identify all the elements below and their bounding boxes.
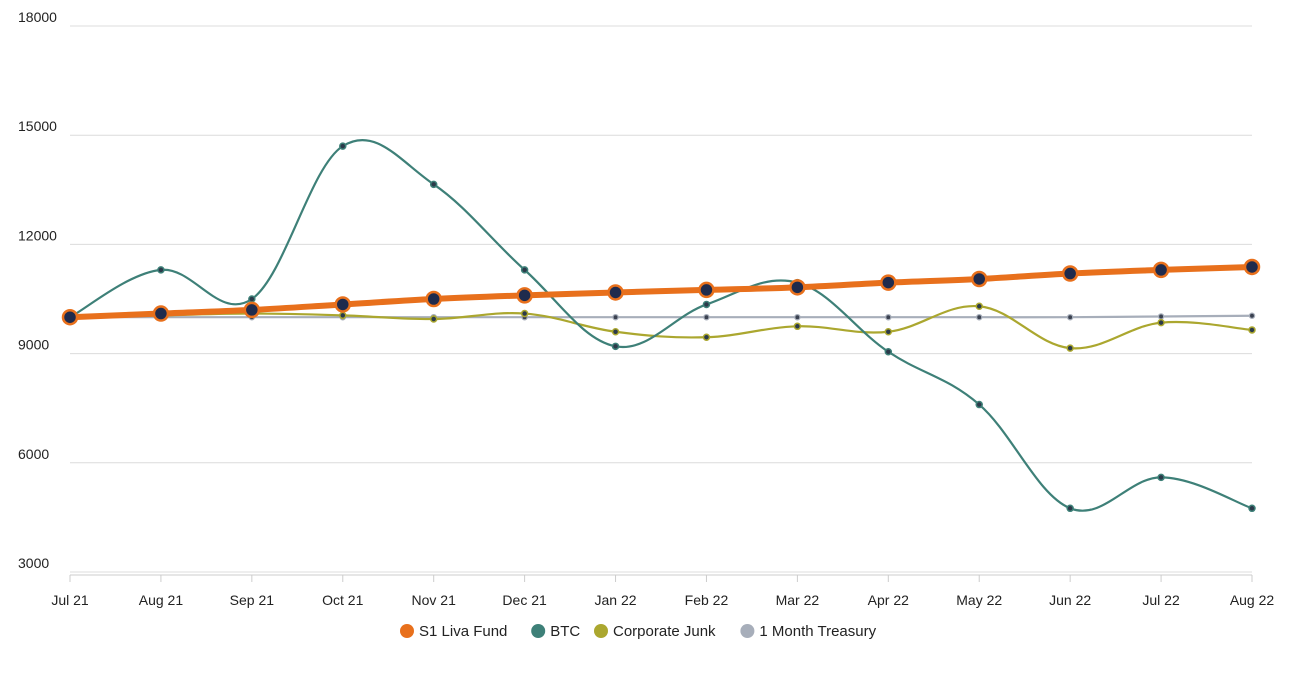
data-point-btc[interactable] bbox=[157, 266, 165, 274]
y-tick-label: 9000 bbox=[18, 337, 49, 353]
series-line-s1-liva-fund bbox=[67, 263, 1255, 321]
data-point-corporate-junk[interactable] bbox=[702, 333, 711, 341]
data-point-1-month-treasury[interactable] bbox=[885, 313, 892, 321]
data-point-s1-liva-fund[interactable] bbox=[970, 270, 988, 288]
data-point-corporate-junk[interactable] bbox=[429, 315, 438, 323]
data-point-1-month-treasury[interactable] bbox=[1248, 312, 1256, 319]
x-tick-label: Oct 21 bbox=[322, 592, 363, 608]
y-tick-label: 15000 bbox=[18, 118, 57, 134]
legend-item-corporate-junk[interactable]: Corporate Junk bbox=[594, 623, 716, 640]
x-tick-label: Jul 21 bbox=[51, 592, 89, 608]
x-tick-label: Jun 22 bbox=[1049, 592, 1091, 608]
data-point-s1-liva-fund[interactable] bbox=[607, 284, 624, 301]
data-point-s1-liva-fund[interactable] bbox=[1243, 258, 1261, 276]
data-point-1-month-treasury[interactable] bbox=[794, 313, 801, 321]
legend: S1 Liva Fund BTC Corporate Junk 1 Month Tre… bbox=[400, 623, 877, 640]
data-point-1-month-treasury[interactable] bbox=[703, 313, 710, 321]
series-line-1-month-treasury bbox=[68, 314, 1254, 319]
axes: 3000 6000 9000 12000 15000 18000 Jul 21 Aug 21 S… bbox=[18, 9, 1274, 608]
legend-label: 1 Month Treasury bbox=[759, 623, 876, 640]
data-point-btc[interactable] bbox=[248, 295, 256, 303]
data-point-corporate-junk[interactable] bbox=[793, 322, 802, 331]
data-point-corporate-junk[interactable] bbox=[339, 311, 347, 320]
legend-item-btc[interactable]: BTC bbox=[531, 623, 580, 640]
data-point-s1-liva-fund[interactable] bbox=[789, 279, 806, 296]
data-point-1-month-treasury[interactable] bbox=[1157, 313, 1165, 320]
series-line-btc bbox=[68, 139, 1254, 512]
x-tick-label: Nov 21 bbox=[412, 592, 457, 608]
data-point-corporate-junk[interactable] bbox=[1248, 326, 1256, 334]
x-tick-label: Dec 21 bbox=[502, 592, 547, 608]
x-tick-label: Mar 22 bbox=[776, 592, 820, 608]
data-point-s1-liva-fund[interactable] bbox=[243, 301, 261, 319]
data-point-corporate-junk[interactable] bbox=[520, 309, 529, 318]
data-point-corporate-junk[interactable] bbox=[1066, 344, 1074, 352]
data-point-btc[interactable] bbox=[975, 400, 983, 409]
series-points bbox=[61, 142, 1261, 513]
data-point-s1-liva-fund[interactable] bbox=[1152, 261, 1170, 279]
data-point-1-month-treasury[interactable] bbox=[1066, 313, 1074, 321]
data-point-corporate-junk[interactable] bbox=[975, 302, 983, 311]
grid bbox=[70, 25, 1252, 573]
data-point-s1-liva-fund[interactable] bbox=[1061, 265, 1079, 282]
legend-swatch bbox=[531, 624, 546, 638]
x-tick-label: Jul 22 bbox=[1142, 592, 1180, 608]
y-tick-label: 12000 bbox=[18, 227, 57, 243]
data-point-btc[interactable] bbox=[1248, 504, 1256, 513]
data-point-btc[interactable] bbox=[339, 142, 347, 150]
data-point-s1-liva-fund[interactable] bbox=[698, 281, 715, 299]
data-point-s1-liva-fund[interactable] bbox=[425, 290, 442, 308]
data-point-corporate-junk[interactable] bbox=[611, 328, 620, 336]
x-tick-label: Jan 22 bbox=[595, 592, 637, 608]
y-tick-label: 6000 bbox=[18, 446, 49, 462]
legend-label: Corporate Junk bbox=[613, 623, 716, 640]
x-tick-label: Aug 21 bbox=[139, 592, 184, 608]
data-point-s1-liva-fund[interactable] bbox=[152, 305, 170, 322]
x-tick-label: Aug 22 bbox=[1230, 592, 1275, 608]
x-tick-label: Apr 22 bbox=[868, 592, 909, 608]
legend-item-s1-liva-fund[interactable]: S1 Liva Fund bbox=[400, 623, 507, 640]
data-point-s1-liva-fund[interactable] bbox=[61, 308, 79, 326]
data-point-btc[interactable] bbox=[520, 266, 529, 274]
data-point-btc[interactable] bbox=[611, 342, 620, 351]
legend-swatch bbox=[594, 624, 608, 638]
legend-item-1-month-treasury[interactable]: 1 Month Treasury bbox=[740, 623, 877, 640]
data-point-s1-liva-fund[interactable] bbox=[516, 287, 533, 304]
x-tick-label: May 22 bbox=[956, 592, 1002, 608]
data-point-btc[interactable] bbox=[1066, 504, 1074, 513]
data-point-corporate-junk[interactable] bbox=[884, 328, 893, 336]
data-point-1-month-treasury[interactable] bbox=[612, 313, 619, 321]
data-point-s1-liva-fund[interactable] bbox=[334, 296, 352, 313]
y-tick-label: 3000 bbox=[18, 555, 49, 571]
data-point-1-month-treasury[interactable] bbox=[975, 313, 983, 321]
x-tick-label: Feb 22 bbox=[685, 592, 729, 608]
y-tick-label: 18000 bbox=[18, 9, 57, 25]
legend-swatch bbox=[740, 624, 755, 638]
x-tick-label: Sep 21 bbox=[230, 592, 275, 608]
legend-label: S1 Liva Fund bbox=[419, 623, 507, 640]
legend-label: BTC bbox=[550, 623, 580, 640]
legend-swatch bbox=[400, 624, 414, 638]
data-point-corporate-junk[interactable] bbox=[1157, 318, 1165, 327]
data-point-btc[interactable] bbox=[702, 300, 711, 309]
series-line-corporate-junk bbox=[68, 305, 1254, 350]
data-point-btc[interactable] bbox=[884, 348, 893, 356]
data-point-s1-liva-fund[interactable] bbox=[880, 274, 897, 291]
data-point-btc[interactable] bbox=[429, 180, 438, 189]
data-point-btc[interactable] bbox=[1157, 473, 1165, 482]
series-lines bbox=[67, 139, 1255, 512]
